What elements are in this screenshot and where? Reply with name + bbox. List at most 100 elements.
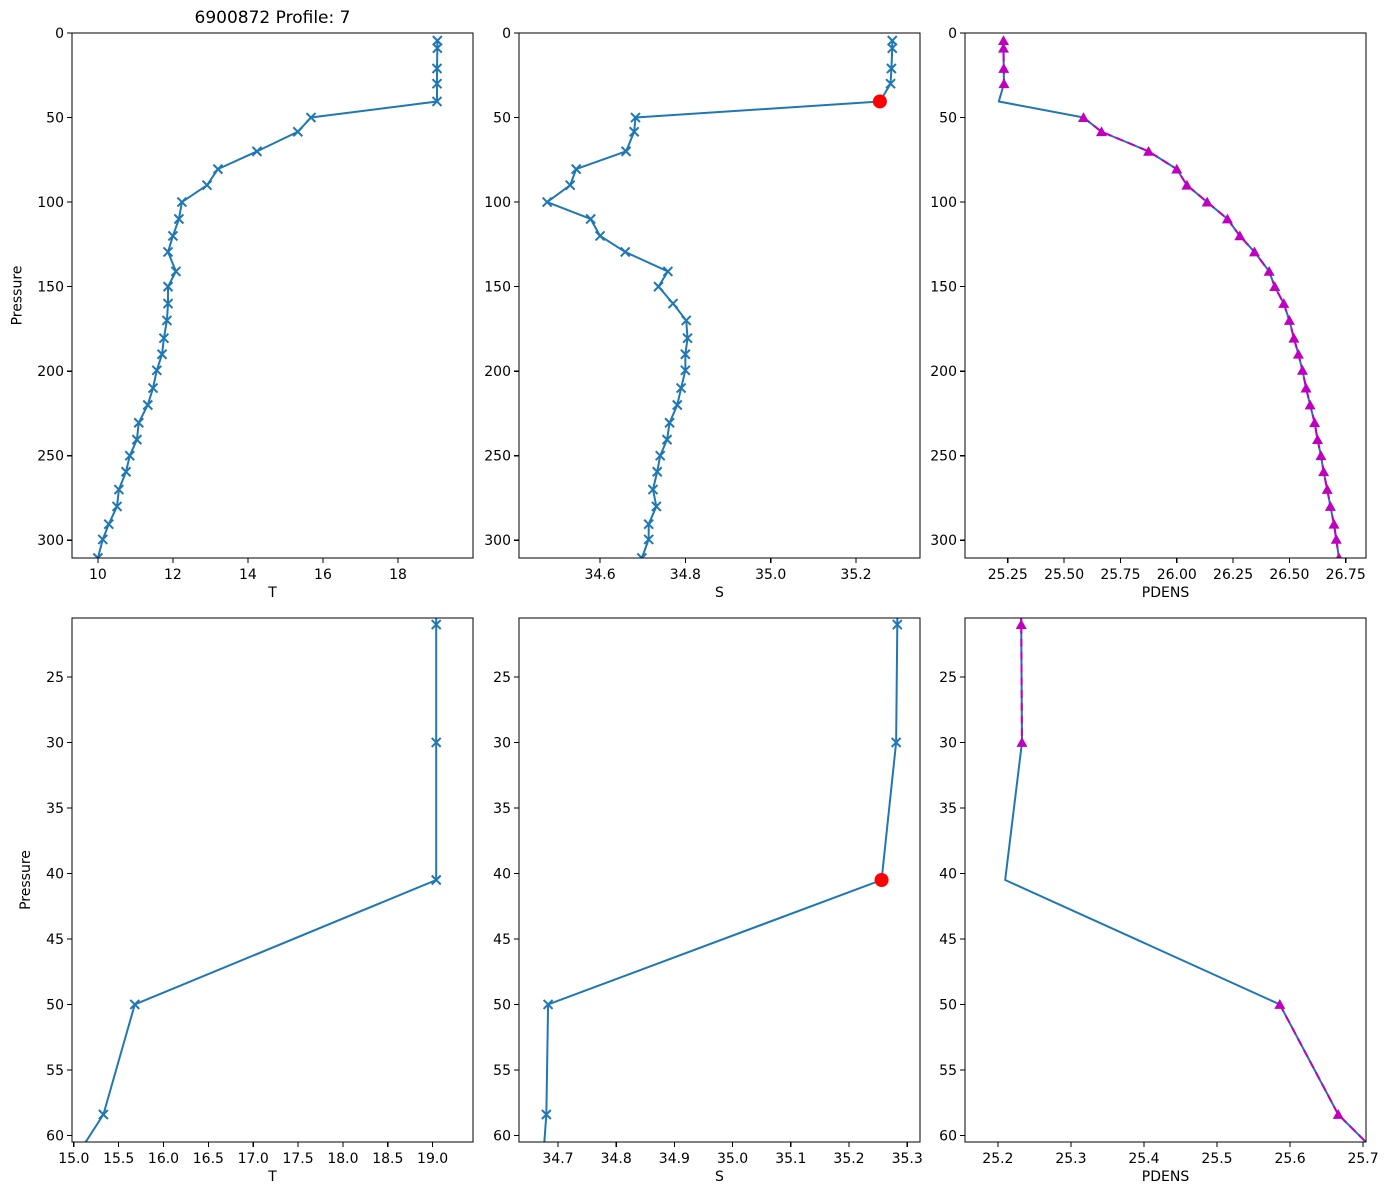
- profile-line-pdens: [997, 40, 1340, 558]
- x-tick-label: 18.5: [372, 1151, 403, 1167]
- x-marker: [564, 179, 576, 191]
- y-tick-label: 60: [46, 1128, 64, 1144]
- x-marker: [542, 999, 554, 1010]
- triangle-marker: [1321, 484, 1333, 494]
- profile-line-pdens: [1004, 618, 1366, 1142]
- x-axis-label: S: [715, 585, 724, 601]
- x-tick-label: 18.0: [327, 1151, 358, 1167]
- y-tick-label: 150: [484, 280, 511, 296]
- subplot-t-zoom: 15.0 15.5 16.0 16.5 17.0 17.5 18.0 18.5 19.0 25 30…: [18, 617, 474, 1185]
- triangle-marker: [1315, 450, 1327, 461]
- x-marker: [432, 43, 443, 54]
- triangle-marker: [1335, 552, 1342, 558]
- x-tick-label: 17.5: [282, 1151, 313, 1167]
- x-marker: [662, 266, 674, 277]
- y-tick-label: 50: [46, 997, 64, 1013]
- x-marker: [885, 78, 896, 89]
- y-tick-label: 200: [484, 364, 511, 380]
- x-tick-label: 34.8: [670, 567, 701, 583]
- x-marker: [162, 298, 174, 309]
- y-tick-label: 25: [493, 670, 511, 686]
- x-marker: [661, 434, 673, 445]
- y-tick-label: 55: [46, 1063, 64, 1079]
- pdens-dashed-line: [1020, 618, 1023, 743]
- x-marker: [541, 1109, 552, 1120]
- triangle-marker: [1274, 999, 1286, 1009]
- x-tick-label: 25.75: [1100, 567, 1140, 583]
- triangle-marker: [1278, 298, 1290, 308]
- y-tick-label: 100: [484, 195, 511, 211]
- x-marker: [161, 315, 173, 326]
- plot-area-s-full: [541, 35, 898, 558]
- x-tick-label: 15.0: [58, 1151, 89, 1167]
- y-axis-label: Pressure: [18, 850, 34, 910]
- x-marker: [111, 501, 123, 512]
- x-marker: [151, 365, 162, 376]
- subplot-pdens-zoom: 25.2 25.3 25.4 25.5 25.6 25.7 25 30 35 40 45 50 55 60…: [939, 403, 1379, 1185]
- figure-title: 6900872 Profile: 7: [195, 8, 351, 28]
- triangle-marker: [1296, 364, 1308, 375]
- x-tick-label: 25.6: [1274, 1151, 1305, 1167]
- y-tick-label: 30: [46, 735, 64, 751]
- x-marker: [431, 619, 442, 630]
- y-tick-label: 30: [939, 735, 957, 751]
- flagged-point-dot: [874, 873, 889, 887]
- axes-frame: [71, 32, 474, 559]
- y-tick-label: 250: [37, 449, 64, 465]
- x-axis-label: S: [715, 1169, 724, 1185]
- x-marker: [431, 96, 443, 107]
- x-tick-label: 26.00: [1157, 567, 1197, 583]
- triangle-marker: [1248, 246, 1260, 257]
- x-marker: [251, 146, 263, 157]
- triangle-marker: [1096, 126, 1108, 137]
- x-tick-label: 16.5: [193, 1151, 224, 1167]
- x-marker: [585, 213, 596, 225]
- x-marker: [124, 450, 135, 461]
- triangle-marker: [1015, 403, 1026, 413]
- x-tick-label: 25.25: [988, 567, 1028, 583]
- x-axis-label: PDENS: [1142, 1169, 1190, 1185]
- y-tick-label: 25: [46, 670, 64, 686]
- triangle-marker: [1077, 112, 1089, 122]
- x-tick-label: 35.0: [717, 1151, 748, 1167]
- x-marker: [652, 466, 663, 477]
- triangle-marker: [1304, 399, 1316, 410]
- triangle-marker: [1016, 737, 1028, 747]
- y-tick-label: 50: [939, 111, 957, 127]
- x-marker: [120, 466, 132, 477]
- x-marker: [113, 484, 125, 495]
- x-marker: [681, 315, 692, 326]
- pdens-dashed-line: [1278, 1003, 1366, 1142]
- axes-frame: [518, 617, 921, 1143]
- x-axis-label: T: [267, 585, 277, 601]
- x-marker: [431, 63, 443, 74]
- pdens-dashed-line: [1082, 116, 1340, 558]
- triangle-marker: [998, 42, 1010, 53]
- x-axis-label: PDENS: [1142, 585, 1190, 601]
- x-marker: [133, 417, 144, 428]
- x-marker: [672, 399, 683, 411]
- x-tick-label: 25.7: [1347, 1151, 1378, 1167]
- y-tick-label: 55: [939, 1063, 957, 1079]
- y-tick-label: 30: [493, 735, 511, 751]
- triangle-marker: [1263, 266, 1275, 276]
- triangle-marker: [1332, 1109, 1344, 1119]
- y-tick-label: 100: [37, 195, 64, 211]
- x-tick-label: 25.2: [982, 1151, 1013, 1167]
- triangle-marker: [1269, 281, 1281, 292]
- x-marker: [894, 404, 903, 413]
- plot-area-s-zoom: [541, 404, 903, 1142]
- x-marker: [680, 349, 691, 360]
- y-axis-label: Pressure: [10, 266, 26, 326]
- triangle-marker: [1292, 348, 1304, 359]
- triangle-marker: [1015, 462, 1026, 472]
- x-tick-label: 35.0: [755, 567, 786, 583]
- x-marker: [201, 179, 213, 191]
- x-tick-label: 25.5: [1201, 1151, 1232, 1167]
- x-marker: [170, 266, 182, 277]
- x-axis-label: T: [267, 1169, 277, 1185]
- triangle-marker: [1171, 163, 1183, 174]
- y-tick-label: 50: [493, 111, 511, 127]
- x-tick-label: 34.9: [659, 1151, 690, 1167]
- y-tick-label: 35: [46, 801, 64, 817]
